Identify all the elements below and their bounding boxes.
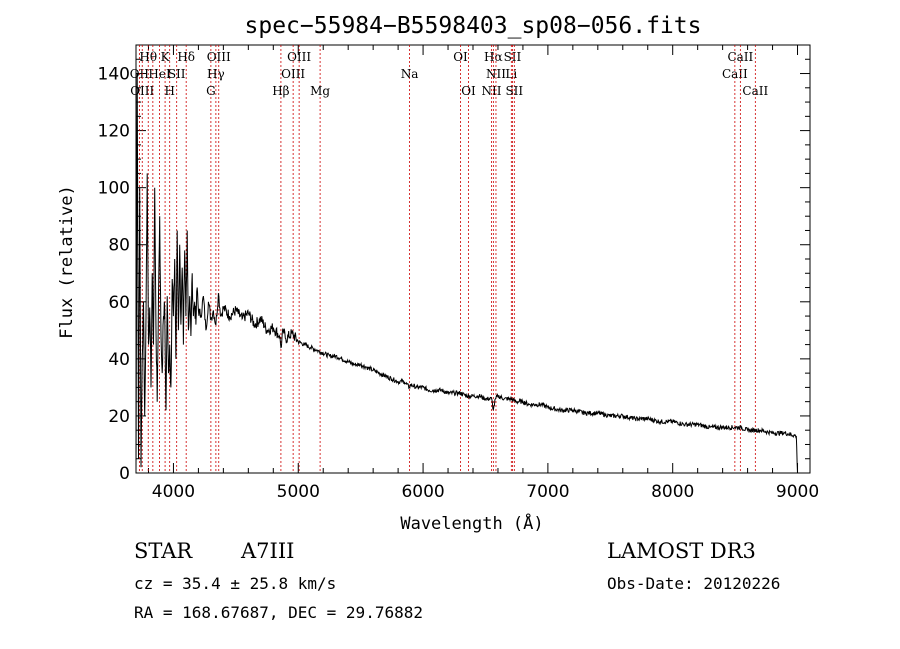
x-tick-label: 4000: [152, 482, 195, 502]
line-label: SII: [168, 67, 186, 81]
line-label: Mg: [310, 84, 330, 98]
x-tick-label: 5000: [277, 482, 320, 502]
line-label: Na: [401, 67, 419, 81]
line-label: SII: [504, 50, 522, 64]
y-axis-label: Flux (relative): [57, 185, 77, 339]
object-subclass: A7III: [241, 539, 295, 563]
y-tick-label: 80: [108, 236, 130, 256]
line-label: OI: [453, 50, 468, 64]
redshift-velocity: cz = 35.4 ± 25.8 km/s: [134, 574, 337, 593]
line-label: OIII: [281, 67, 305, 81]
coordinates: RA = 168.67687, DEC = 29.76882: [134, 603, 423, 622]
line-label: CaII: [722, 67, 748, 81]
y-tick-label: 20: [108, 407, 130, 427]
line-label: NII: [481, 84, 501, 98]
line-label: CaII: [742, 84, 768, 98]
axes: 4000 5000 6000 7000 8000 9000 0 20 40 60 80 100 120 1…: [98, 44, 819, 502]
spectrum-series: [135, 73, 798, 474]
y-tick-label: 100: [98, 179, 130, 199]
line-label: OIII: [207, 50, 231, 64]
observation-date: Obs-Date: 20120226: [607, 574, 781, 593]
y-tick-label: 0: [119, 464, 130, 484]
line-label: SII: [505, 84, 523, 98]
line-label: CaII: [727, 50, 753, 64]
line-label: Li: [505, 67, 517, 81]
emission-lines: OIIOIIIHθHeIKHSIIHδGHγOIIIHβOIIIOIIIMgNa…: [130, 45, 768, 473]
survey-name: LAMOST DR3: [607, 539, 756, 563]
line-label: K: [161, 50, 171, 64]
chart-title: spec−55984−B5598403_sp08−056.fits: [245, 13, 702, 39]
line-label: Hγ: [207, 67, 225, 81]
line-label: Hα: [484, 50, 503, 64]
y-tick-label: 120: [98, 122, 130, 142]
line-label: Hθ: [139, 50, 157, 64]
x-tick-label: 6000: [401, 482, 444, 502]
line-label: G: [206, 84, 216, 98]
line-label: OIII: [287, 50, 311, 64]
line-label: OIII: [130, 84, 154, 98]
x-axis-label: Wavelength (Å): [400, 512, 543, 534]
line-label: H: [164, 84, 174, 98]
line-label: Hδ: [177, 50, 195, 64]
x-tick-label: 8000: [651, 482, 694, 502]
line-label: OI: [461, 84, 476, 98]
plot-frame: [135, 44, 811, 474]
line-label: NII: [486, 67, 506, 81]
y-tick-label: 140: [98, 65, 130, 85]
object-class: STAR: [134, 539, 193, 563]
y-tick-label: 40: [108, 350, 130, 370]
line-label: Hβ: [272, 84, 289, 98]
y-tick-label: 60: [108, 293, 130, 313]
x-tick-label: 9000: [776, 482, 819, 502]
x-tick-label: 7000: [526, 482, 569, 502]
line-label: OII: [130, 67, 150, 81]
